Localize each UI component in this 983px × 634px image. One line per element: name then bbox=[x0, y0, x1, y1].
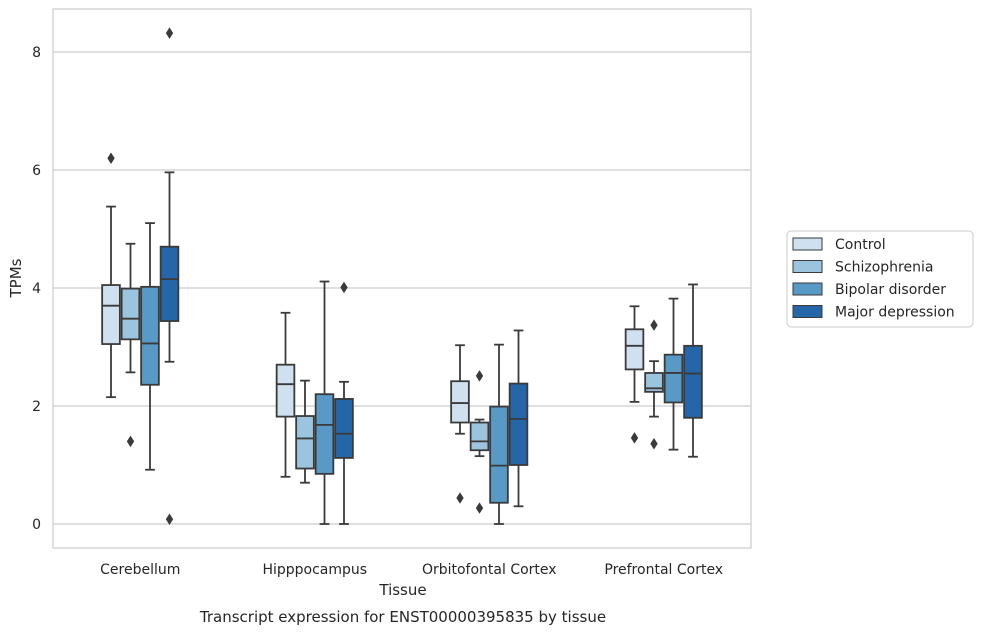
legend-swatch bbox=[792, 237, 823, 251]
legend-label: Major depression bbox=[835, 305, 955, 321]
chart-caption: Transcript expression for ENST0000039583… bbox=[199, 608, 606, 626]
y-axis-ticks: 0 2 4 6 8 bbox=[32, 45, 41, 533]
box-iqr bbox=[683, 344, 703, 419]
x-tick-label: Prefrontal Cortex bbox=[604, 562, 723, 578]
box-iqr bbox=[159, 245, 180, 322]
box-iqr bbox=[295, 415, 315, 470]
legend: Control Schizophrenia Bipolar disorder Majo… bbox=[786, 230, 974, 328]
box bbox=[295, 379, 315, 484]
outlier-point bbox=[340, 281, 348, 294]
legend-label: Control bbox=[835, 237, 886, 253]
box bbox=[275, 311, 296, 478]
outlier-point bbox=[650, 319, 658, 331]
y-tick-label: 8 bbox=[32, 45, 41, 61]
box bbox=[334, 281, 354, 525]
box-iqr bbox=[508, 382, 529, 466]
x-axis-label: Tissue bbox=[378, 581, 426, 599]
y-tick-label: 4 bbox=[32, 281, 41, 297]
outlier-point bbox=[126, 435, 135, 448]
x-tick-label: Hipppocampus bbox=[262, 562, 367, 578]
box-iqr bbox=[469, 421, 490, 452]
plot-frame bbox=[52, 8, 752, 549]
box-series bbox=[101, 27, 703, 526]
outlier-point bbox=[650, 438, 658, 450]
box-iqr bbox=[314, 393, 335, 475]
box bbox=[663, 297, 684, 451]
y-tick-label: 2 bbox=[32, 399, 41, 415]
box bbox=[624, 305, 645, 444]
outlier-point bbox=[475, 370, 484, 382]
outlier-point bbox=[165, 513, 174, 526]
y-tick-label: 6 bbox=[32, 163, 41, 179]
box-iqr bbox=[101, 284, 121, 345]
x-tick-label: Orbitofontal Cortex bbox=[422, 562, 557, 578]
box-iqr bbox=[663, 353, 684, 404]
outlier-point bbox=[630, 432, 639, 444]
y-tick-label: 0 bbox=[32, 517, 41, 533]
box bbox=[644, 319, 664, 450]
legend-label: Schizophrenia bbox=[835, 260, 933, 276]
box-iqr bbox=[275, 363, 296, 418]
legend-frame bbox=[786, 230, 974, 328]
legend-swatch bbox=[792, 282, 823, 296]
box-iqr bbox=[334, 398, 354, 459]
box bbox=[120, 242, 141, 448]
outlier-point bbox=[107, 152, 115, 164]
box-iqr bbox=[140, 285, 160, 386]
outlier-point bbox=[475, 502, 484, 514]
box-iqr bbox=[489, 405, 509, 504]
x-axis-ticks: Cerebellum Hipppocampus Orbitofontal Corte… bbox=[100, 562, 723, 578]
box bbox=[508, 329, 529, 508]
box bbox=[469, 370, 490, 514]
box bbox=[489, 343, 509, 525]
box bbox=[159, 27, 180, 526]
box bbox=[140, 222, 160, 471]
box bbox=[450, 344, 470, 504]
legend-swatch bbox=[792, 305, 823, 318]
legend-label: Bipolar disorder bbox=[835, 282, 946, 298]
box-iqr bbox=[120, 287, 141, 341]
outlier-point bbox=[165, 27, 174, 39]
box-iqr bbox=[450, 380, 470, 424]
x-tick-label: Cerebellum bbox=[100, 562, 180, 578]
y-axis-label: TPMs bbox=[7, 258, 25, 298]
box-iqr bbox=[644, 372, 664, 393]
box bbox=[101, 152, 121, 399]
box-iqr bbox=[624, 328, 645, 371]
legend-swatch bbox=[792, 260, 823, 273]
box bbox=[314, 280, 335, 525]
outlier-point bbox=[456, 492, 464, 504]
box bbox=[683, 283, 703, 458]
